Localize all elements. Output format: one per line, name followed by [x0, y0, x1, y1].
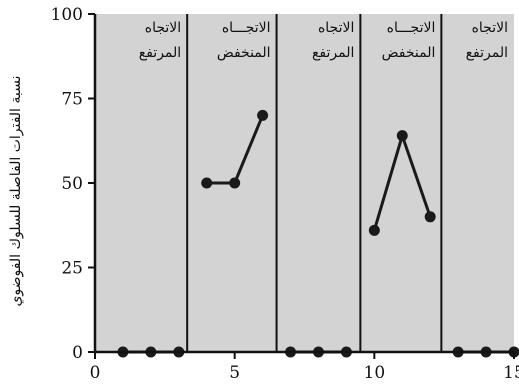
data-point	[257, 109, 269, 121]
y-tick-label: 0	[72, 343, 83, 363]
data-point	[424, 211, 436, 223]
y-tick-label: 50	[61, 174, 83, 194]
x-tick-label: 0	[90, 363, 101, 383]
y-axis-title: نسبة الفترات الفاصلة للسلوك الفوضوي	[8, 75, 24, 306]
data-point	[229, 177, 241, 189]
x-tick-label: 15	[503, 363, 519, 383]
data-point	[201, 177, 213, 189]
phase-label-2-line2: المنخفض	[217, 45, 271, 61]
y-tick-label: 25	[61, 259, 83, 279]
y-tick-label: 75	[61, 90, 83, 110]
y-tick-label: 100	[51, 5, 83, 25]
phase-label-4-line1: الاتجـــاه	[387, 20, 436, 36]
x-tick-label: 5	[229, 363, 240, 383]
phase-label-1-line1: الاتجاه	[145, 20, 181, 36]
phase-label-3-line1: الاتجاه	[318, 20, 354, 36]
phase-label-2-line1: الاتجـــاه	[222, 20, 271, 36]
phase-label-3-line2: المرتفع	[312, 45, 354, 61]
data-point	[368, 224, 380, 236]
phase-label-5-line1: الاتجاه	[472, 20, 508, 36]
phase-label-5-line2: المرتفع	[466, 45, 508, 61]
phase-label-4-line2: المنخفض	[382, 45, 436, 61]
x-tick-label: 10	[364, 363, 386, 383]
phase-labels: الاتجاه المرتفع الاتجـــاه المنخفض الاتجاه ال…	[139, 20, 508, 61]
phase-label-1-line2: المرتفع	[139, 45, 181, 61]
data-point	[396, 130, 408, 142]
phase-boundaries	[186, 14, 443, 352]
ticks: 0 25 50 75 100 0 5 10 15	[51, 5, 519, 383]
plot-background	[95, 14, 514, 352]
